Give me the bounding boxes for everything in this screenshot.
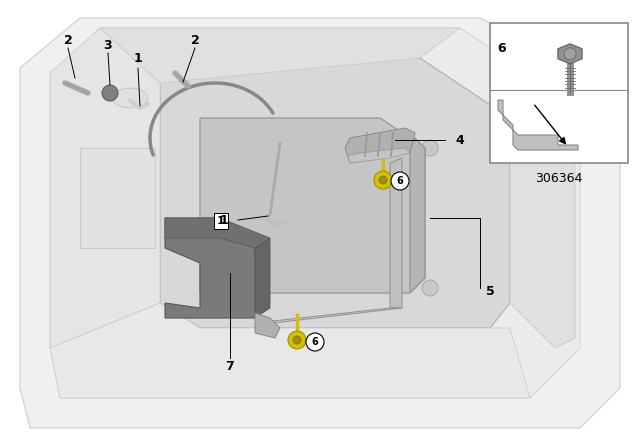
Text: 6: 6 (312, 337, 318, 347)
Circle shape (212, 140, 228, 156)
Text: 5: 5 (486, 284, 495, 297)
Circle shape (422, 140, 438, 156)
Polygon shape (348, 148, 410, 163)
Polygon shape (20, 18, 620, 428)
Text: 1: 1 (220, 214, 228, 227)
Ellipse shape (113, 88, 147, 108)
Text: 3: 3 (104, 39, 112, 52)
Polygon shape (558, 44, 582, 64)
Polygon shape (510, 108, 575, 348)
Text: 7: 7 (226, 359, 234, 372)
Circle shape (379, 176, 387, 184)
Polygon shape (200, 118, 425, 293)
Circle shape (391, 172, 409, 190)
Polygon shape (255, 238, 270, 318)
Polygon shape (345, 128, 415, 163)
Polygon shape (80, 148, 155, 248)
Circle shape (293, 336, 301, 344)
FancyBboxPatch shape (490, 23, 628, 163)
Polygon shape (160, 58, 510, 328)
Text: 1: 1 (217, 216, 225, 226)
Text: 2: 2 (191, 34, 200, 47)
Polygon shape (255, 308, 402, 324)
Polygon shape (390, 158, 402, 308)
Circle shape (374, 171, 392, 189)
Text: 1: 1 (134, 52, 142, 65)
Circle shape (564, 48, 576, 60)
Polygon shape (165, 218, 270, 248)
Circle shape (212, 280, 228, 296)
Circle shape (422, 280, 438, 296)
Text: 4: 4 (455, 134, 464, 146)
Circle shape (102, 85, 118, 101)
Polygon shape (410, 138, 425, 293)
Polygon shape (165, 218, 255, 318)
Polygon shape (255, 313, 280, 338)
Polygon shape (50, 303, 530, 398)
Polygon shape (498, 100, 578, 150)
Text: 6: 6 (498, 42, 506, 55)
Text: 2: 2 (63, 34, 72, 47)
Text: 6: 6 (397, 176, 403, 186)
Text: 306364: 306364 (535, 172, 582, 185)
Polygon shape (50, 28, 580, 398)
Polygon shape (100, 28, 460, 83)
FancyBboxPatch shape (214, 213, 228, 229)
Circle shape (288, 331, 306, 349)
Polygon shape (50, 28, 160, 348)
Circle shape (306, 333, 324, 351)
